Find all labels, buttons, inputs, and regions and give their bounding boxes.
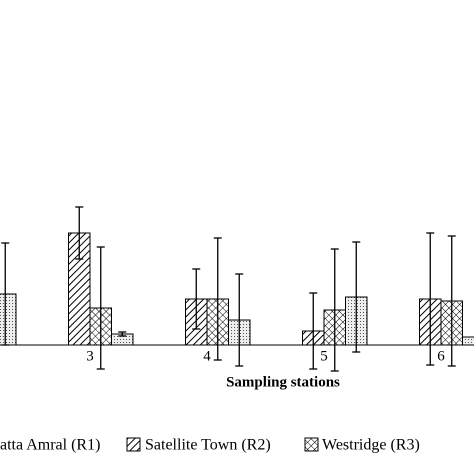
error-bar bbox=[96, 246, 105, 370]
error-bar bbox=[309, 292, 318, 370]
legend-swatch bbox=[304, 437, 319, 452]
bar bbox=[462, 336, 474, 346]
error-bar bbox=[330, 248, 339, 372]
legend-label: Westridge (R3) bbox=[322, 437, 420, 454]
error-bar bbox=[213, 237, 222, 361]
error-bar bbox=[352, 241, 361, 353]
error-bar bbox=[447, 235, 456, 367]
x-tick-label: 3 bbox=[86, 348, 94, 364]
legend-label: atta Amral (R1) bbox=[0, 437, 100, 454]
error-bar bbox=[75, 206, 84, 260]
legend-label: Satellite Town (R2) bbox=[145, 437, 271, 454]
error-bar bbox=[235, 273, 244, 367]
error-bar bbox=[118, 331, 127, 337]
bar bbox=[0, 293, 17, 346]
x-tick-label: 6 bbox=[437, 348, 445, 364]
x-tick-label: 4 bbox=[203, 348, 211, 364]
error-bar bbox=[426, 232, 435, 366]
x-tick-label: 5 bbox=[320, 348, 328, 364]
legend-swatch bbox=[126, 437, 141, 452]
x-axis-title: Sampling stations bbox=[226, 374, 340, 390]
error-bar bbox=[192, 268, 201, 330]
